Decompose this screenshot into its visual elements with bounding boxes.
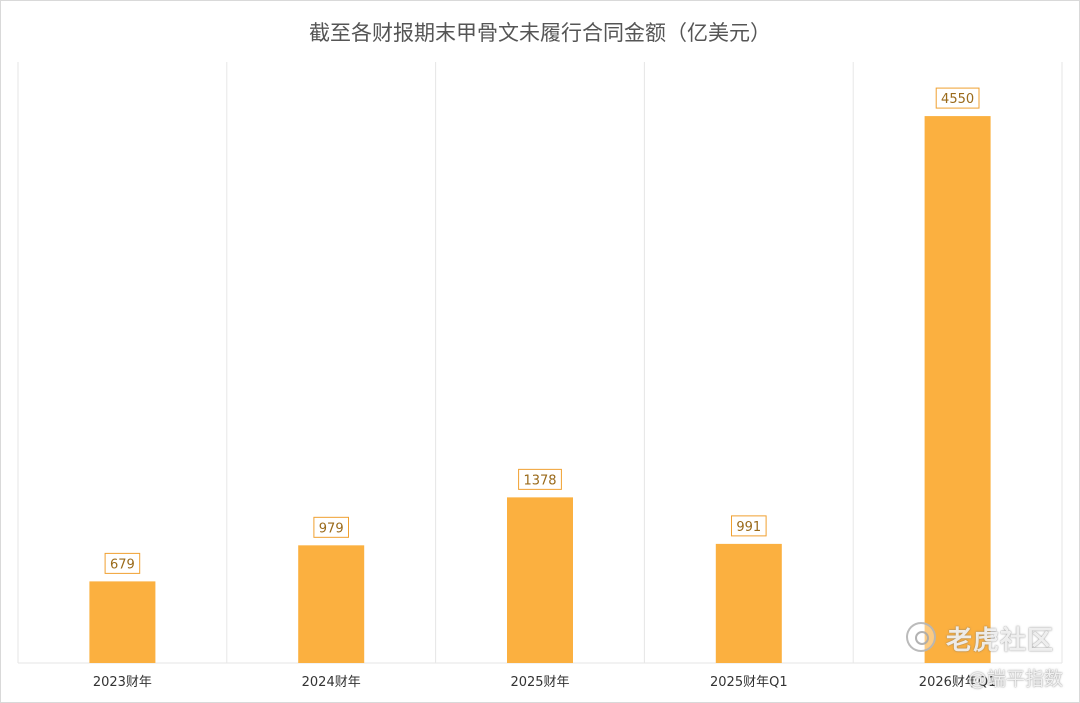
- data-label-box: [731, 515, 767, 537]
- watermark-brand: 老虎社区: [946, 626, 1055, 656]
- data-label-box: [935, 87, 980, 109]
- data-label-box: [518, 468, 562, 490]
- data-label-box: [313, 516, 349, 538]
- data-label: 679: [110, 557, 135, 572]
- chart-title: 截至各财报期末甲骨文未履行合同金额（亿美元）: [309, 21, 771, 45]
- bar: [507, 497, 573, 663]
- data-label: 1378: [523, 473, 556, 488]
- x-axis-tick-labels: 2023财年 2024财年 2025财年 2025财年Q1 2026财年Q1: [93, 675, 997, 690]
- watermark-author: @端平指数: [968, 668, 1064, 690]
- x-tick-label: 2025财年: [510, 675, 569, 690]
- bar: [89, 581, 156, 663]
- x-tick-label: 2023财年: [93, 675, 152, 690]
- x-tick-label: 2025财年Q1: [710, 675, 788, 690]
- data-label: 979: [319, 521, 344, 536]
- x-tick-label: 2026财年Q1: [919, 675, 997, 690]
- bar: [298, 545, 365, 663]
- data-label: 991: [736, 520, 761, 535]
- data-labels: 679 979 1378 991 4550: [104, 87, 980, 574]
- bar: [715, 543, 782, 663]
- tiger-logo-icon: [906, 622, 936, 652]
- gridlines: [17, 62, 1063, 664]
- data-label-box: [104, 552, 141, 574]
- bar: [924, 116, 991, 664]
- bars: [89, 116, 991, 664]
- data-label: 4550: [941, 92, 974, 107]
- x-tick-label: 2024财年: [302, 675, 361, 690]
